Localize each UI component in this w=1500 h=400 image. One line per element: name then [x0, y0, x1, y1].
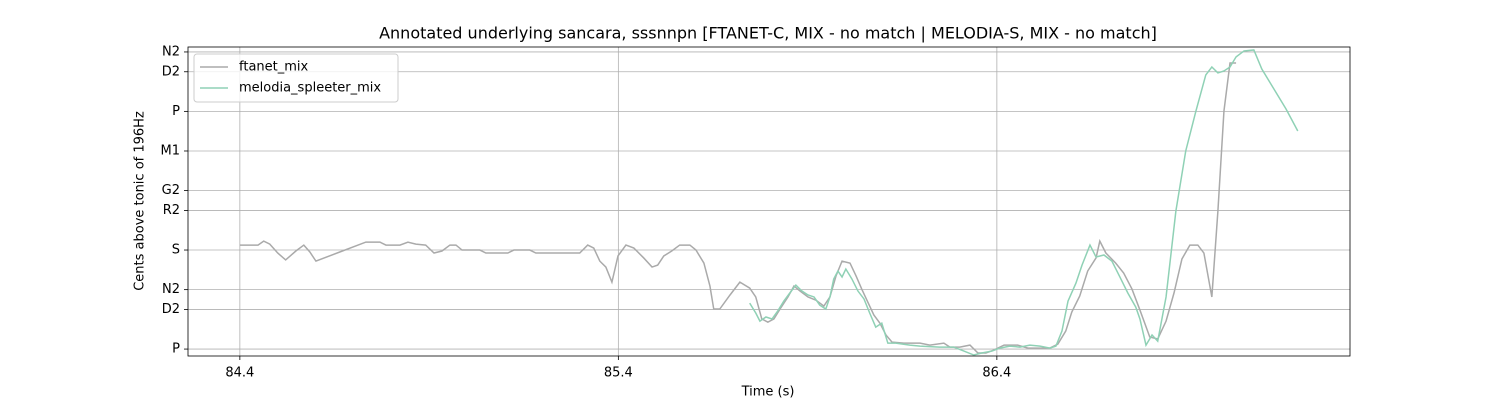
x-tick-label: 84.4	[225, 366, 254, 381]
legend-label: melodia_spleeter_mix	[239, 81, 381, 96]
chart-title: Annotated underlying sancara, sssnnpn [F…	[379, 24, 1157, 43]
y-tick-label: N2	[162, 282, 180, 297]
legend: ftanet_mix melodia_spleeter_mix	[193, 53, 399, 103]
x-tick-label: 85.4	[604, 366, 633, 381]
y-axis-label: Cents above tonic of 196Hz	[133, 111, 148, 291]
y-tick-label: D2	[162, 302, 180, 317]
y-tick-label: N2	[162, 44, 180, 59]
y-tick-label: P	[172, 104, 180, 119]
x-axis-label: Time (s)	[741, 385, 795, 400]
data-line	[239, 62, 1237, 354]
x-tick-label: 86.4	[982, 366, 1011, 381]
legend-label: ftanet_mix	[239, 60, 309, 75]
y-tick-label: P	[172, 342, 180, 357]
y-tick-label: G2	[162, 183, 180, 198]
data-line	[749, 49, 1299, 356]
plot-frame	[187, 46, 1351, 357]
y-tick-label: S	[172, 243, 180, 258]
legend-box	[193, 53, 399, 103]
y-tick-label: R2	[163, 203, 180, 218]
y-tick-label: M1	[161, 143, 181, 158]
y-tick-label: D2	[162, 64, 180, 79]
